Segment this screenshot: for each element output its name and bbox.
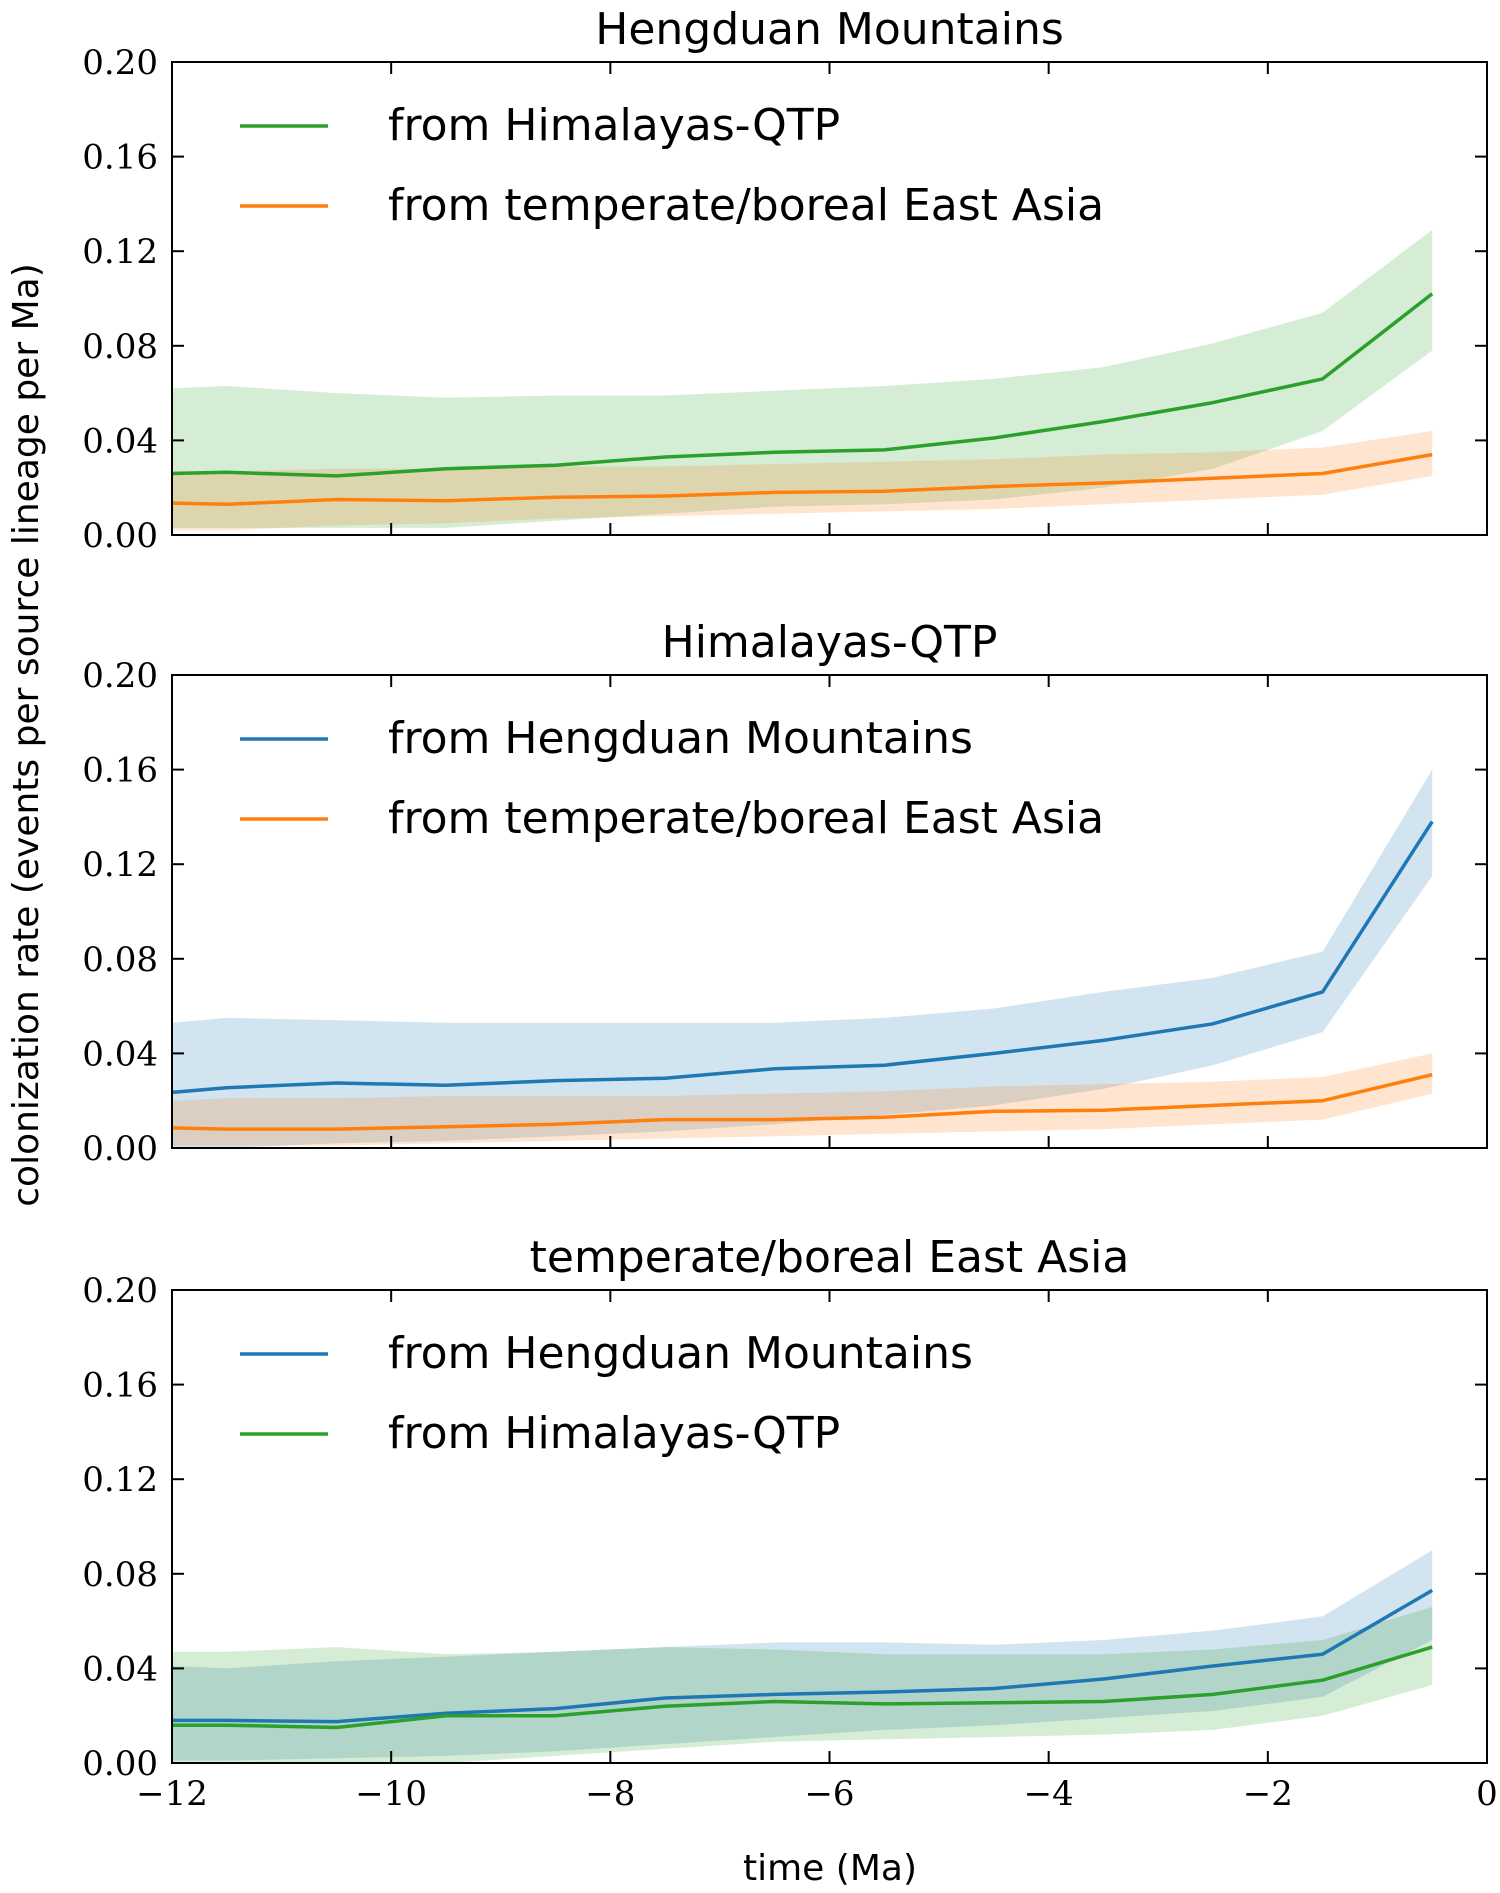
series-line-1 [172,1588,1434,1724]
series-line-2 [171,452,1433,507]
series-line-1 [171,820,1434,1095]
confidence-band-1 [172,229,1433,528]
x-tick-label: −10 [355,1774,427,1814]
y-axis-label: colonization rate (events per source lin… [6,263,47,1207]
x-tick-label: −4 [1024,1774,1074,1814]
y-tick-label: 0.12 [82,1460,158,1500]
y-tick-label: 0.12 [82,845,158,885]
y-tick-label: 0.00 [82,1129,158,1169]
legend-label-2: from temperate/boreal East Asia [388,180,1104,231]
x-tick-label: −12 [136,1774,208,1814]
y-tick-label: 0.04 [82,421,158,461]
chart-title: Himalayas-QTP [662,617,998,668]
y-tick-label: 0.20 [82,656,158,696]
y-tick-label: 0.16 [82,751,158,791]
x-tick-label: −2 [1243,1774,1293,1814]
x-tick-label: 0 [1476,1774,1498,1814]
legend-label-2: from temperate/boreal East Asia [388,793,1104,844]
y-tick-label: 0.16 [82,1366,158,1406]
y-tick-label: 0.20 [82,1271,158,1311]
chart-title: Hengduan Mountains [595,4,1064,55]
y-tick-label: 0.16 [82,138,158,178]
confidence-band-1 [172,769,1433,1148]
panels: Hengduan Mountains 0.00 0.04 0.08 0.12 0.16 0.… [82,4,1498,1814]
chart-panel-3: temperate/boreal East Asia 0.00 0.04 0.08 0.… [82,1232,1498,1814]
x-tick-label: −8 [585,1774,635,1814]
series-line-1 [171,292,1434,478]
chart-panel-2: Himalayas-QTP 0.00 0.04 0.08 0.12 0.16 0.20 fro… [82,617,1488,1169]
legend-label-2: from Himalayas-QTP [388,1408,840,1459]
legend-label-1: from Himalayas-QTP [388,100,840,151]
y-tick-label: 0.20 [82,43,158,83]
x-tick-label: −6 [804,1774,854,1814]
y-tick-label: 0.00 [82,516,158,556]
confidence-band-2 [172,430,1433,531]
confidence-band-2 [172,1053,1433,1146]
y-tick-label: 0.00 [82,1744,158,1784]
y-tick-label: 0.04 [82,1649,158,1689]
legend-label-1: from Hengduan Mountains [388,713,973,764]
y-tick-label: 0.12 [82,232,158,272]
y-tick-label: 0.08 [82,940,158,980]
chart-panel-1: Hengduan Mountains 0.00 0.04 0.08 0.12 0.16 0.… [82,4,1488,556]
y-tick-label: 0.08 [82,327,158,367]
y-tick-label: 0.04 [82,1034,158,1074]
series-line-2 [171,1072,1433,1131]
x-axis-label: time (Ma) [743,1848,917,1889]
y-tick-label: 0.08 [82,1555,158,1595]
confidence-band-2 [172,1606,1433,1763]
legend-label-1: from Hengduan Mountains [388,1328,973,1379]
series-line-2 [172,1645,1433,1730]
confidence-band-1 [172,1550,1433,1761]
chart-title: temperate/boreal East Asia [530,1232,1130,1283]
